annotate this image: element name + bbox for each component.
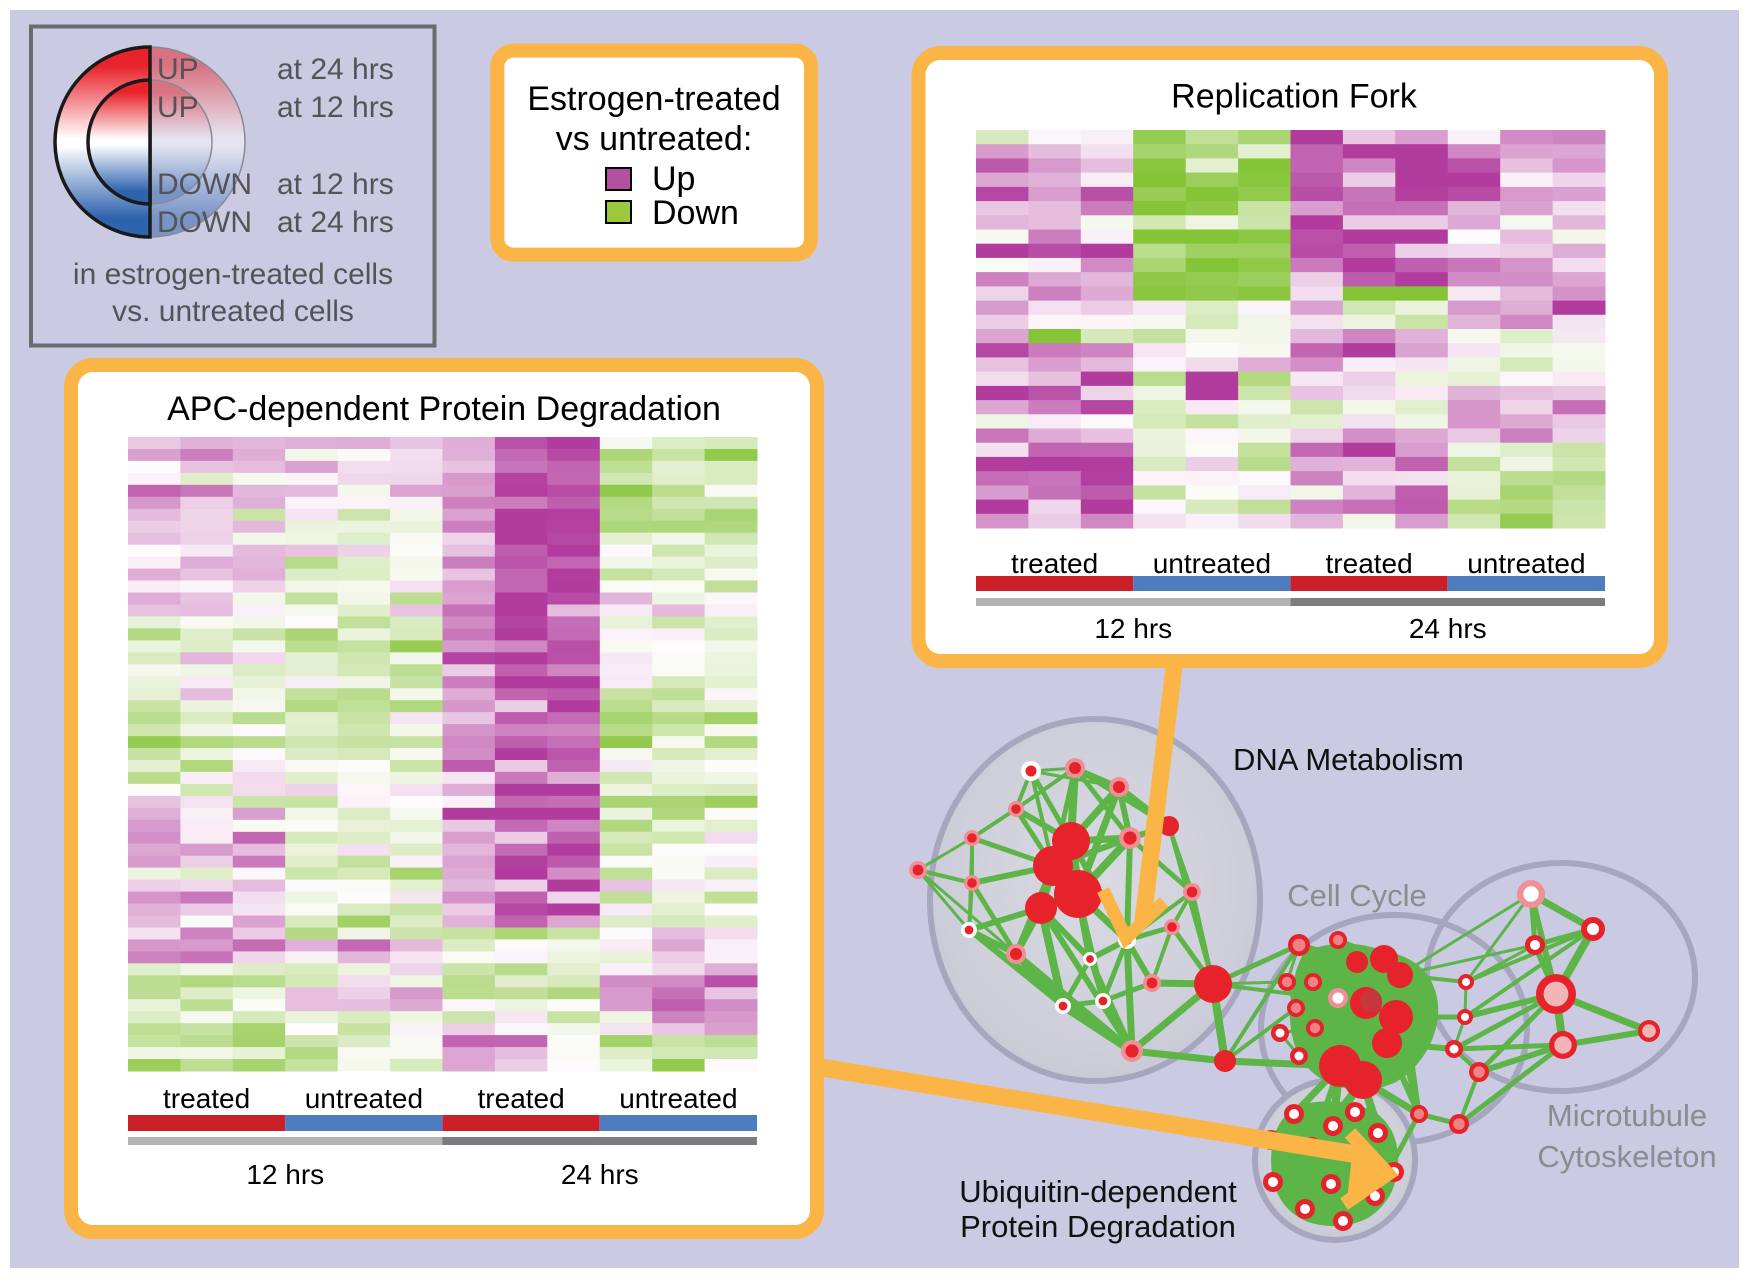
svg-text:untreated: untreated	[619, 1083, 737, 1114]
svg-text:12 hrs: 12 hrs	[246, 1159, 324, 1190]
svg-text:Protein Degradation: Protein Degradation	[960, 1209, 1236, 1244]
svg-text:untreated: untreated	[305, 1083, 423, 1114]
svg-text:Replication Fork: Replication Fork	[1171, 78, 1418, 116]
svg-text:Estrogen-treated: Estrogen-treated	[527, 80, 780, 118]
svg-text:24 hrs: 24 hrs	[561, 1159, 639, 1190]
svg-text:DOWN: DOWN	[157, 206, 252, 239]
svg-text:UP: UP	[157, 91, 199, 124]
svg-text:untreated: untreated	[1467, 548, 1585, 579]
svg-text:treated: treated	[1326, 548, 1413, 579]
svg-text:treated: treated	[163, 1083, 250, 1114]
svg-text:Cytoskeleton: Cytoskeleton	[1537, 1139, 1716, 1174]
svg-text:at 12 hrs: at 12 hrs	[277, 91, 394, 124]
svg-text:Microtubule: Microtubule	[1547, 1098, 1707, 1133]
svg-text:APC-dependent Protein Degradat: APC-dependent Protein Degradation	[167, 390, 721, 428]
svg-text:at 12 hrs: at 12 hrs	[277, 168, 394, 201]
svg-text:untreated: untreated	[1153, 548, 1271, 579]
svg-text:vs untreated:: vs untreated:	[556, 120, 753, 158]
svg-text:DNA Metabolism: DNA Metabolism	[1233, 742, 1464, 777]
svg-text:12 hrs: 12 hrs	[1094, 613, 1172, 644]
svg-text:Ubiquitin-dependent: Ubiquitin-dependent	[959, 1174, 1237, 1209]
svg-text:24 hrs: 24 hrs	[1409, 613, 1487, 644]
svg-text:Up: Up	[652, 160, 695, 198]
svg-text:treated: treated	[478, 1083, 565, 1114]
svg-text:Down: Down	[652, 194, 739, 232]
svg-text:at 24 hrs: at 24 hrs	[277, 206, 394, 239]
svg-text:in estrogen-treated cells: in estrogen-treated cells	[73, 258, 393, 291]
svg-text:Cell Cycle: Cell Cycle	[1287, 878, 1427, 913]
svg-text:UP: UP	[157, 53, 199, 86]
svg-text:at 24 hrs: at 24 hrs	[277, 53, 394, 86]
svg-text:treated: treated	[1011, 548, 1098, 579]
svg-text:vs. untreated cells: vs. untreated cells	[112, 295, 354, 328]
svg-text:DOWN: DOWN	[157, 168, 252, 201]
